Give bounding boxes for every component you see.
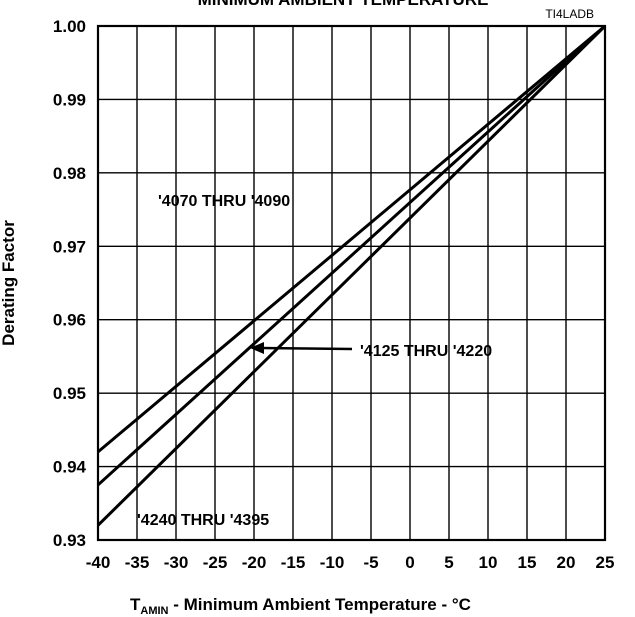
annotation-4240-4395: '4240 THRU '4395 [137,512,269,529]
y-tick-label: 0.97 [53,237,86,256]
x-tick-label: -10 [320,553,345,572]
x-tick-label: 5 [444,553,453,572]
x-tick-labels: -40 -35 -30 -25 -20 -15 -10 -5 0 5 10 15 20 25 [86,553,615,572]
y-tick-label: 0.98 [53,164,86,183]
chart-title: MINIMUM AMBIENT TEMPERATURE [198,0,489,9]
series-line-0 [97,24,606,454]
series-lines [96,24,607,527]
x-tick-label: -20 [242,553,267,572]
x-tick-label: 10 [479,553,498,572]
annotation-arrow [250,342,353,354]
x-tick-label: -35 [125,553,150,572]
annotation-arrow-head [250,342,264,354]
y-tick-label: 0.96 [53,311,86,330]
series-line-2 [96,24,607,527]
annotation-arrow-shaft [259,346,353,351]
x-tick-label: 15 [518,553,537,572]
x-tick-label: 0 [405,553,414,572]
annotation-4070-4090: '4070 THRU '4090 [158,193,290,210]
grid-lines [97,25,606,541]
y-tick-label: 0.94 [53,458,87,477]
y-tick-labels: 0.93 0.94 0.95 0.96 0.97 0.98 0.99 1.00 [53,17,87,550]
figure-code: TI4LADB [545,7,594,21]
x-tick-label: -30 [164,553,189,572]
annotation-4125-4220: '4125 THRU '4220 [360,343,492,360]
plot-frame [96,24,607,542]
x-tick-label: 25 [596,553,615,572]
x-tick-label: -5 [363,553,378,572]
y-tick-label: 0.99 [53,90,86,109]
y-tick-label: 1.00 [53,17,86,36]
y-tick-label: 0.95 [53,384,86,403]
x-axis-title: TAMIN - Minimum Ambient Temperature - °C [130,595,471,617]
x-tick-label: -40 [86,553,111,572]
x-tick-label: 20 [557,553,576,572]
y-axis-title: Derating Factor [0,220,18,346]
x-tick-label: -25 [203,553,228,572]
y-tick-label: 0.93 [53,531,86,550]
x-axis-title-rest: - Minimum Ambient Temperature - °C [169,595,471,614]
series-line-1 [96,24,607,487]
x-axis-title-subscript: AMIN [140,605,168,617]
x-axis-title-main: T [130,595,141,614]
x-tick-label: -15 [281,553,306,572]
